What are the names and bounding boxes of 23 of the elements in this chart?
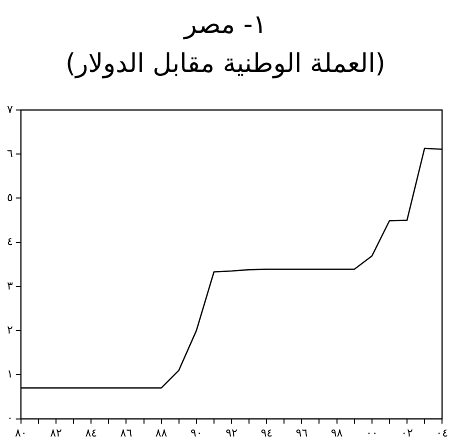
x-tick-label: ٩٤ [260,426,273,440]
x-tick-label: ٨٠ [14,426,27,440]
x-tick-label: ٨٤ [85,426,98,440]
y-tick-label: ٣ [6,279,13,292]
y-tick-label: ٠ [6,412,13,425]
x-tick-label: ٨٨ [155,426,168,440]
x-tick-label: ٩٨ [330,426,343,440]
chart-title: ١- مصر [182,9,268,42]
y-tick-label: ٤ [6,235,13,248]
x-tick-label: ٠٤ [436,426,448,440]
x-tick-label: ٩٠ [190,426,202,440]
y-tick-label: ٦ [6,146,13,160]
y-tick-label: ٢ [6,323,13,336]
x-tick-label: ٠٠ [366,426,378,440]
x-tick-label: ٠٢ [401,426,413,440]
y-tick-label: ٥ [6,191,13,204]
x-tick-label: ٩٦ [296,426,308,440]
x-tick-label: ٩٢ [226,426,238,440]
x-tick-label: ٨٦ [120,426,132,440]
y-tick-label: ٧ [6,102,13,116]
chart-subtitle: (العملة الوطنية مقابل الدولار) [64,48,386,81]
x-tick-label: ٨٢ [50,426,62,440]
y-tick-label: ١ [6,368,13,381]
